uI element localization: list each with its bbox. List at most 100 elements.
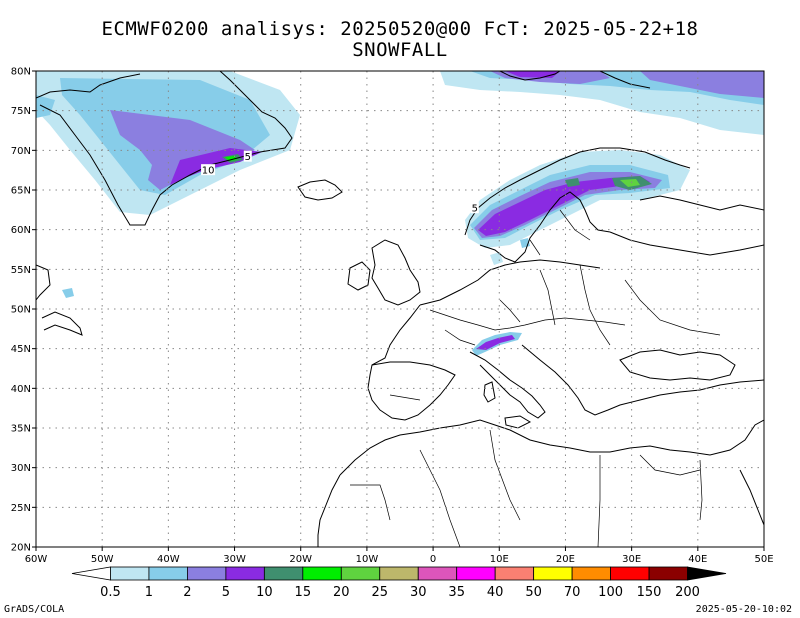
coast-blacksea (619, 349, 736, 381)
country-borders (350, 209, 721, 547)
lat-tick-label: 45N (11, 344, 31, 355)
coast-west-africa (317, 474, 341, 547)
colorbar-swatch (148, 566, 188, 581)
snow-area-greenland-heavy (110, 110, 255, 190)
lon-tick-label: 10E (490, 554, 509, 565)
lon-tick-label: 50W (91, 554, 114, 565)
coast-iberia (367, 361, 456, 421)
coast-iceland (297, 179, 343, 201)
colorbar-swatch (302, 566, 342, 581)
lat-tick-label: 60N (11, 225, 31, 236)
colorbar: 0.5 1 2 5 10 15 20 25 30 35 40 50 70 100 150 200 (71, 566, 727, 600)
snow-area-newfoundland (62, 288, 74, 298)
coast-balkans (521, 344, 764, 416)
coast-ireland (347, 261, 371, 291)
map-subtitle: SNOWFALL (352, 39, 448, 61)
snow-area-denmark (490, 252, 503, 265)
longitude-tick-labels: 60W 50W 40W 30W 20W 10W 0 10E 20E 30E 40E 50E (25, 547, 774, 565)
lon-tick-label: 20E (556, 554, 575, 565)
lat-tick-label: 20N (11, 543, 31, 554)
lon-tick-label: 30W (223, 554, 246, 565)
lon-tick-label: 60W (25, 554, 48, 565)
coast-north-africa (339, 419, 764, 476)
coast-novaya (599, 71, 651, 89)
lat-tick-label: 70N (11, 146, 31, 157)
colorbar-label: 35 (448, 585, 465, 600)
snowfall-field (36, 71, 764, 356)
coast-sicily (504, 415, 532, 429)
contour-label-bg (470, 202, 479, 214)
colorbar-label: 100 (598, 585, 623, 600)
map-gridlines (36, 71, 764, 547)
lat-tick-label: 55N (11, 265, 31, 276)
colorbar-label: 70 (564, 585, 581, 600)
colorbar-swatch (687, 566, 727, 581)
colorbar-swatch (71, 566, 111, 581)
colorbar-swatch (263, 566, 304, 581)
colorbar-swatch (494, 566, 535, 581)
lon-tick-label: 0 (430, 554, 436, 565)
snow-area-scandinavia-core (478, 176, 650, 236)
lat-tick-label: 80N (11, 67, 31, 78)
lat-tick-label: 40N (11, 384, 31, 395)
coast-greenland-north (36, 73, 141, 99)
lon-tick-label: 50E (754, 554, 773, 565)
lat-tick-label: 25N (11, 503, 31, 514)
coast-canada (36, 264, 51, 301)
colorbar-swatch (533, 566, 573, 581)
lon-tick-label: 40E (688, 554, 707, 565)
lon-tick-label: 20W (289, 554, 312, 565)
colorbar-label: 25 (371, 585, 388, 600)
coast-italy (469, 351, 546, 419)
colorbar-label: 10 (256, 585, 273, 600)
colorbar-swatch (110, 566, 150, 581)
colorbar-swatch (379, 566, 419, 581)
map-title: ECMWF0200 analisys: 20250520@00 FcT: 202… (101, 18, 699, 40)
colorbar-swatch (187, 566, 227, 581)
latitude-tick-labels: 20N 25N 30N 35N 40N 45N 50N 55N 60N 65N 70N 75N 80N (11, 67, 36, 554)
colorbar-label: 0.5 (100, 585, 121, 600)
colorbar-label: 40 (487, 585, 504, 600)
colorbar-swatch (648, 566, 688, 581)
coast-whitesea (639, 195, 764, 211)
contour-label-bg (243, 150, 252, 162)
coast-finland-russia (609, 231, 764, 256)
lon-tick-label: 10W (356, 554, 379, 565)
snow-area-alps-heavy (476, 335, 515, 350)
snow-area-greenland-tip (36, 95, 55, 118)
coast-redsea (739, 469, 764, 526)
colorbar-label: 50 (525, 585, 542, 600)
lon-tick-label: 40W (157, 554, 180, 565)
colorbar-label: 2 (183, 585, 191, 600)
snow-area-scandinavia-peak2 (620, 179, 640, 187)
lat-tick-label: 65N (11, 186, 31, 197)
coast-sweden (479, 191, 611, 263)
snow-area-arctic-heavy-east (640, 71, 764, 98)
colorbar-swatch (225, 566, 265, 581)
coast-europe-west (419, 259, 601, 306)
colorbar-swatch (417, 566, 458, 581)
colorbar-label: 15 (295, 585, 312, 600)
contour-labels: 10 5 5 (201, 150, 479, 215)
lat-tick-label: 30N (11, 463, 31, 474)
lat-tick-label: 50N (11, 305, 31, 316)
contour-label-bg (201, 164, 216, 176)
coast-svalbard (499, 71, 561, 81)
coast-norway (464, 147, 691, 236)
colorbar-swatch (340, 566, 381, 581)
colorbar-swatch (610, 566, 650, 581)
footer-credit: GrADS/COLA (4, 604, 65, 615)
colorbar-label: 5 (222, 585, 230, 600)
snow-area-scandinavia-peak3 (565, 178, 580, 187)
colorbar-label: 1 (145, 585, 153, 600)
contour-label: 10 (202, 166, 215, 177)
snow-area-greenland-peak2 (225, 156, 237, 161)
coast-france (371, 304, 421, 366)
colorbar-label: 20 (333, 585, 350, 600)
contour-label: 5 (472, 204, 478, 215)
colorbar-label: 30 (410, 585, 427, 600)
lat-tick-label: 75N (11, 106, 31, 117)
coast-sardinia (483, 381, 496, 403)
footer-timestamp: 2025-05-20-10:02 (695, 604, 792, 615)
